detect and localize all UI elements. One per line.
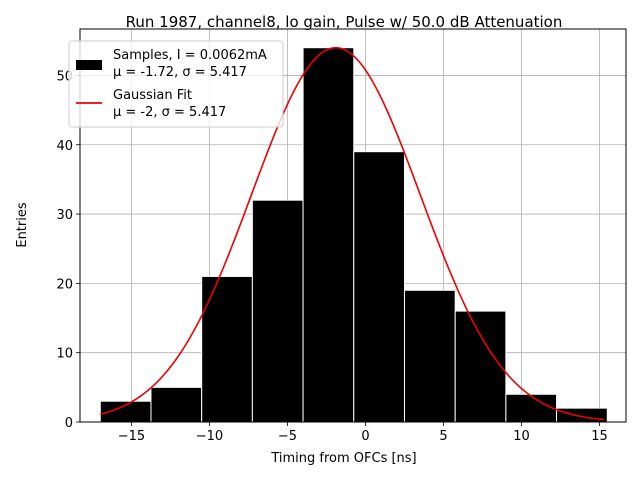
- chart-title: Run 1987, channel8, lo gain, Pulse w/ 50…: [126, 13, 563, 31]
- legend-histogram-stats: μ = -1.72, σ = 5.417: [113, 65, 247, 80]
- legend-fit-label: Gaussian Fit: [113, 88, 192, 103]
- histogram-bar: [403, 289, 456, 423]
- y-tick-label: 10: [56, 347, 73, 362]
- x-tick-label: −5: [278, 429, 297, 444]
- gaussian-fit-curve: [100, 46, 605, 421]
- histogram-bar: [302, 47, 355, 423]
- legend-fit-stats: μ = -2, σ = 5.417: [113, 105, 226, 120]
- y-tick-label: 40: [56, 139, 73, 154]
- histogram-bar: [251, 199, 304, 423]
- x-tick-label: 0: [361, 429, 369, 444]
- y-tick-label: 30: [56, 208, 73, 223]
- x-axis-ticks: −15 −10 −5 0 5 10 15: [118, 422, 608, 444]
- x-tick-label: 15: [591, 429, 608, 444]
- x-axis-label: Timing from OFCs [ns]: [270, 451, 416, 466]
- histogram-bar: [505, 393, 558, 423]
- plot-frame: [79, 28, 627, 423]
- legend-histogram-swatch: [76, 60, 102, 70]
- x-tick-label: 10: [513, 429, 530, 444]
- y-axis-label: Entries: [15, 202, 30, 248]
- histogram-bar: [454, 310, 507, 423]
- legend-box: [68, 40, 284, 128]
- legend-histogram-label: Samples, I = 0.0062mA: [113, 48, 267, 63]
- histogram-bars: [99, 47, 608, 423]
- histogram-bar: [150, 386, 203, 423]
- x-tick-label: −10: [196, 429, 223, 444]
- y-tick-label: 0: [65, 416, 73, 431]
- histogram-bar: [353, 151, 405, 423]
- x-tick-label: 5: [439, 429, 447, 444]
- x-tick-label: −15: [118, 429, 145, 444]
- legend: Samples, I = 0.0062mA μ = -1.72, σ = 5.4…: [68, 40, 284, 128]
- y-tick-label: 20: [56, 277, 73, 292]
